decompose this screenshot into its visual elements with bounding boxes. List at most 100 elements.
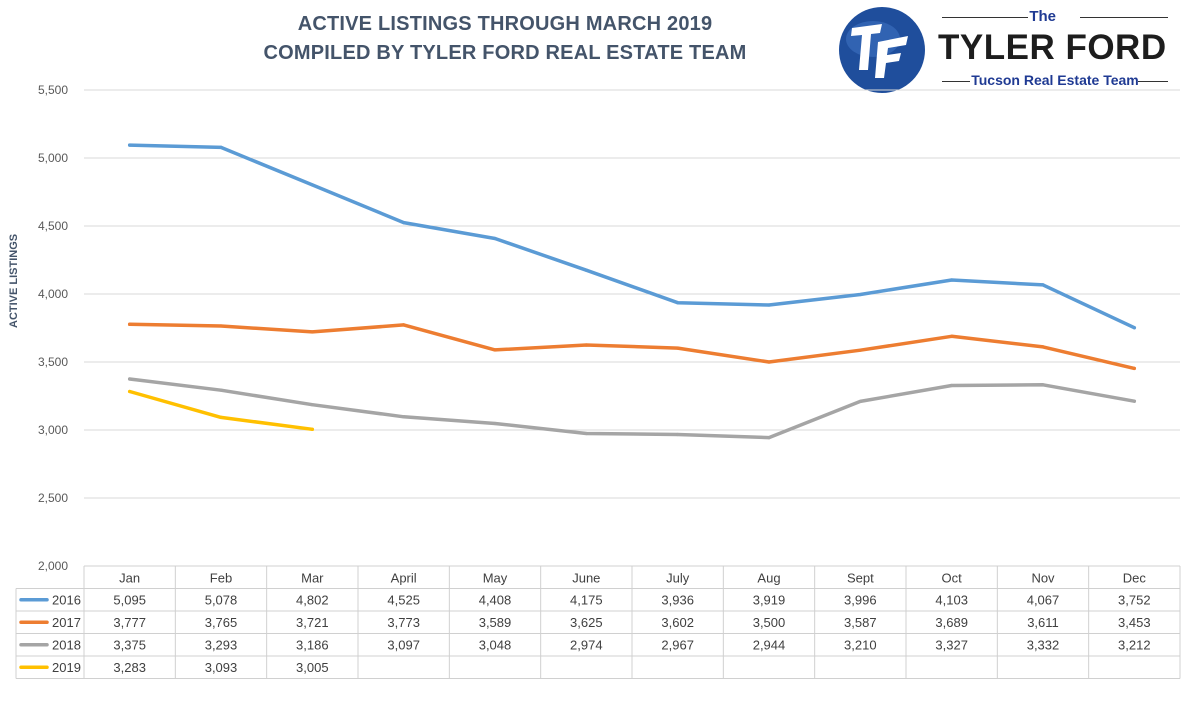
x-category-label: July (666, 570, 690, 585)
logo-the: The (1029, 8, 1056, 25)
x-category-label: Mar (301, 570, 324, 585)
data-label-2016: 3,936 (661, 592, 694, 607)
data-point-2017 (402, 323, 406, 327)
data-point-2018 (128, 377, 132, 381)
data-point-2016 (767, 303, 771, 307)
y-axis-ticks: 2,000 2,500 3,000 3,500 4,000 4,500 5,000 5,500 (38, 83, 68, 573)
data-point-2016 (1132, 326, 1136, 330)
logo-top-rule (942, 17, 1168, 18)
y-tick-label: 2,500 (38, 491, 68, 505)
logo-name: TYLER FORD (938, 28, 1167, 67)
series-lines (127, 143, 1137, 440)
x-category-label: Jan (119, 570, 140, 585)
data-point-2017 (767, 360, 771, 364)
data-label-2018: 3,210 (844, 637, 877, 652)
data-point-2017 (676, 346, 680, 350)
x-category-label: May (483, 570, 508, 585)
data-point-2017 (1132, 366, 1136, 370)
y-tick-label: 4,000 (38, 287, 68, 301)
data-point-2017 (219, 324, 223, 328)
data-point-2018 (584, 431, 588, 436)
data-label-2017: 3,721 (296, 615, 329, 630)
data-point-2017 (1041, 345, 1045, 349)
data-label-2019: 3,093 (205, 660, 238, 675)
data-point-2018 (1132, 399, 1136, 403)
data-point-2016 (219, 145, 223, 149)
series-line-2017 (127, 322, 1137, 371)
data-point-2016 (1041, 283, 1045, 287)
data-point-2018 (950, 383, 954, 388)
data-label-2018: 3,375 (113, 637, 146, 652)
y-tick-label: 5,000 (38, 151, 68, 165)
data-label-2018: 2,944 (753, 637, 786, 652)
gridlines (84, 89, 1180, 499)
data-label-2017: 3,589 (479, 615, 512, 630)
data-label-2016: 4,802 (296, 592, 329, 607)
legend-label-2016: 2016 (52, 592, 81, 607)
data-point-2016 (858, 292, 862, 297)
data-label-2016: 3,752 (1118, 592, 1151, 607)
data-point-2018 (402, 415, 406, 419)
data-label-2016: 5,078 (205, 592, 238, 607)
x-category-label: Oct (942, 570, 963, 585)
data-point-2016 (493, 236, 497, 241)
y-tick-label: 2,000 (38, 559, 68, 573)
data-point-2018 (676, 432, 680, 437)
data-label-2018: 3,186 (296, 637, 329, 652)
data-label-2018: 3,332 (1027, 637, 1060, 652)
data-label-2019: 3,283 (113, 660, 146, 675)
data-table: Jan Feb Mar April May June July Aug Sept Oct Nov De… (15, 565, 1181, 679)
data-point-2016 (950, 278, 954, 282)
logo-tag-rule-left (942, 81, 970, 82)
data-point-2019 (219, 415, 223, 419)
x-category-label: June (572, 570, 600, 585)
x-category-label: April (391, 570, 417, 585)
legend-label-2017: 2017 (52, 615, 81, 630)
x-category-label: Nov (1031, 570, 1055, 585)
data-label-2017: 3,765 (205, 615, 238, 630)
data-label-2018: 3,293 (205, 637, 238, 652)
y-tick-label: 5,500 (38, 83, 68, 97)
data-point-2016 (584, 268, 588, 272)
chart-title-line-1: ACTIVE LISTINGS THROUGH MARCH 2019 (297, 13, 713, 35)
series-line-2016 (127, 143, 1137, 330)
tf-monogram-icon (839, 7, 925, 93)
data-point-2018 (219, 388, 223, 392)
data-label-2017: 3,777 (113, 615, 146, 630)
data-label-2017: 3,602 (661, 615, 694, 630)
brand-logo: The TYLER FORD Tucson Real Estate Team (838, 6, 1168, 94)
data-label-2018: 3,212 (1118, 637, 1151, 652)
data-point-2018 (1041, 383, 1045, 387)
data-point-2017 (310, 330, 314, 334)
data-label-2018: 3,097 (387, 637, 420, 652)
legend-label-2018: 2018 (52, 637, 81, 652)
data-label-2018: 2,974 (570, 637, 603, 652)
data-label-2016: 4,175 (570, 592, 603, 607)
y-tick-label: 3,500 (38, 355, 68, 369)
data-label-2019: 3,005 (296, 660, 329, 675)
data-label-2017: 3,611 (1027, 615, 1059, 630)
data-label-2016: 4,525 (387, 592, 420, 607)
data-label-2016: 3,919 (753, 592, 786, 607)
data-label-2016: 4,067 (1027, 592, 1060, 607)
data-point-2017 (858, 348, 862, 352)
x-category-label: Feb (210, 570, 232, 585)
chart-title: ACTIVE LISTINGS THROUGH MARCH 2019 COMPI… (200, 10, 810, 68)
logo-tagline: Tucson Real Estate Team (971, 72, 1139, 88)
logo-tag-rule-right (1138, 81, 1168, 82)
legend-label-2019: 2019 (52, 660, 81, 675)
data-point-2017 (584, 343, 588, 347)
data-label-2017: 3,587 (844, 615, 877, 630)
data-label-2016: 3,996 (844, 592, 877, 607)
data-label-2016: 5,095 (113, 592, 146, 607)
data-point-2017 (493, 348, 497, 352)
data-label-2016: 4,103 (935, 592, 968, 607)
data-label-2018: 2,967 (661, 637, 694, 652)
chart-title-line-2: COMPILED BY TYLER FORD REAL ESTATE TEAM (263, 42, 747, 64)
data-label-2017: 3,773 (387, 615, 420, 630)
x-category-label: Aug (757, 570, 780, 585)
series-line-2018 (127, 377, 1137, 440)
data-point-2016 (676, 301, 680, 305)
data-point-2017 (950, 334, 954, 338)
data-label-2017: 3,500 (753, 615, 786, 630)
